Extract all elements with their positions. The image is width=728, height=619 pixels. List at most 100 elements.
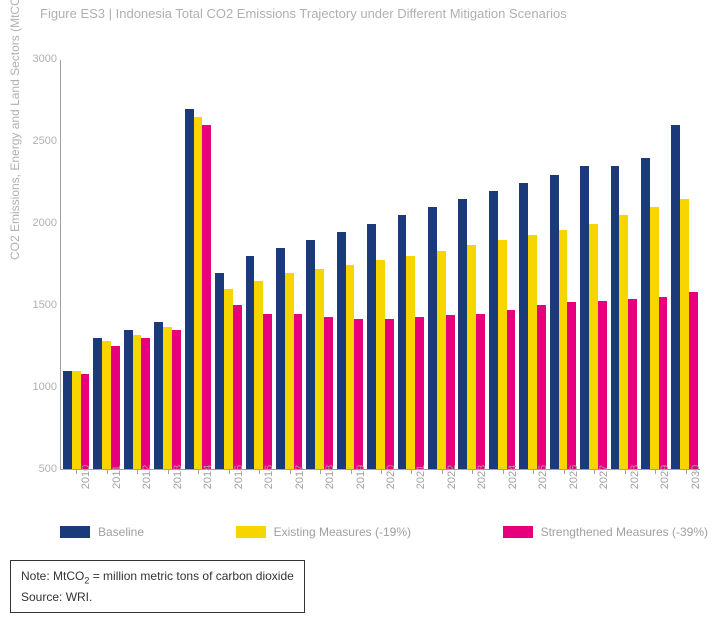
year-group	[152, 60, 182, 469]
bar	[285, 273, 294, 469]
x-tick-label: 2011	[111, 465, 123, 489]
bar	[415, 317, 424, 469]
x-tick-label: 2015	[233, 465, 245, 489]
legend-label: Baseline	[98, 525, 144, 539]
x-tick-label: 2024	[507, 465, 519, 489]
year-group	[61, 60, 91, 469]
x-tick-label: 2021	[415, 465, 427, 489]
year-group	[426, 60, 456, 469]
year-group	[304, 60, 334, 469]
bar	[215, 273, 224, 469]
y-tick-label: 1000	[33, 381, 57, 393]
x-tick-mark	[625, 469, 626, 474]
x-tick-label: 2018	[324, 465, 336, 489]
legend-swatch	[60, 526, 90, 538]
bar	[81, 374, 90, 469]
bar	[63, 371, 72, 469]
bars-row	[61, 60, 700, 469]
year-group	[183, 60, 213, 469]
bar	[324, 317, 333, 469]
bar	[611, 166, 620, 469]
bar	[446, 315, 455, 469]
bar	[537, 305, 546, 469]
legend-swatch	[503, 526, 533, 538]
bar	[246, 256, 255, 469]
x-tick-mark	[442, 469, 443, 474]
bar	[428, 207, 437, 469]
year-group	[91, 60, 121, 469]
legend-item: Existing Measures (-19%)	[236, 525, 411, 539]
bar	[315, 269, 324, 469]
x-tick-mark	[472, 469, 473, 474]
bar	[172, 330, 181, 469]
bar	[133, 335, 142, 469]
bar	[185, 109, 194, 469]
x-tick-label: 2017	[294, 465, 306, 489]
bar	[650, 207, 659, 469]
bar	[641, 158, 650, 469]
bar	[93, 338, 102, 469]
x-tick-label: 2028	[629, 465, 641, 489]
x-tick-mark	[594, 469, 595, 474]
legend-item: Strengthened Measures (-39%)	[503, 525, 708, 539]
x-tick-label: 2023	[476, 465, 488, 489]
x-tick-mark	[351, 469, 352, 474]
x-tick-mark	[533, 469, 534, 474]
y-axis-label: CO2 Emissions, Energy and Land Sectors (…	[8, 0, 22, 260]
bar	[337, 232, 346, 469]
bar	[346, 265, 355, 470]
x-tick-label: 2027	[598, 465, 610, 489]
note-line-2: Source: WRI.	[21, 588, 294, 606]
bar	[598, 301, 607, 470]
legend: Baseline Existing Measures (-19%) Strength…	[60, 525, 708, 539]
note-box: Note: MtCO2 = million metric tons of car…	[10, 560, 305, 613]
x-tick-label: 2012	[141, 465, 153, 489]
bar	[528, 235, 537, 469]
year-group	[639, 60, 669, 469]
year-group	[517, 60, 547, 469]
bar	[671, 125, 680, 469]
x-tick-label: 2026	[568, 465, 580, 489]
bar	[589, 224, 598, 469]
chart-container: Figure ES3 | Indonesia Total CO2 Emissio…	[0, 0, 728, 619]
year-group	[244, 60, 274, 469]
bar	[376, 260, 385, 469]
x-tick-mark	[655, 469, 656, 474]
bar	[559, 230, 568, 469]
plot-area: 5001000150020002500300020102011201220132…	[60, 60, 700, 470]
bar	[111, 346, 120, 469]
bar	[458, 199, 467, 469]
note-line-1: Note: MtCO2 = million metric tons of car…	[21, 567, 294, 588]
note-suffix: = million metric tons of carbon dioxide	[89, 569, 293, 583]
x-tick-mark	[259, 469, 260, 474]
x-tick-label: 2025	[537, 465, 549, 489]
legend-label: Existing Measures (-19%)	[274, 525, 411, 539]
x-tick-mark	[686, 469, 687, 474]
x-tick-label: 2030	[690, 465, 702, 489]
x-tick-label: 2029	[659, 465, 671, 489]
year-group	[122, 60, 152, 469]
legend-item: Baseline	[60, 525, 144, 539]
x-tick-mark	[229, 469, 230, 474]
bar	[689, 292, 698, 469]
bar	[467, 245, 476, 469]
y-tick-label: 500	[39, 463, 57, 475]
bar	[628, 299, 637, 469]
x-tick-mark	[76, 469, 77, 474]
bar	[385, 319, 394, 470]
bar	[276, 248, 285, 469]
x-tick-label: 2016	[263, 465, 275, 489]
bar	[224, 289, 233, 469]
legend-label: Strengthened Measures (-39%)	[541, 525, 708, 539]
bar	[163, 327, 172, 469]
year-group	[578, 60, 608, 469]
bar	[354, 319, 363, 470]
x-tick-mark	[381, 469, 382, 474]
year-group	[365, 60, 395, 469]
bar	[367, 224, 376, 469]
bar	[507, 310, 516, 469]
bar	[154, 322, 163, 469]
x-tick-mark	[168, 469, 169, 474]
year-group	[669, 60, 699, 469]
bar	[680, 199, 689, 469]
